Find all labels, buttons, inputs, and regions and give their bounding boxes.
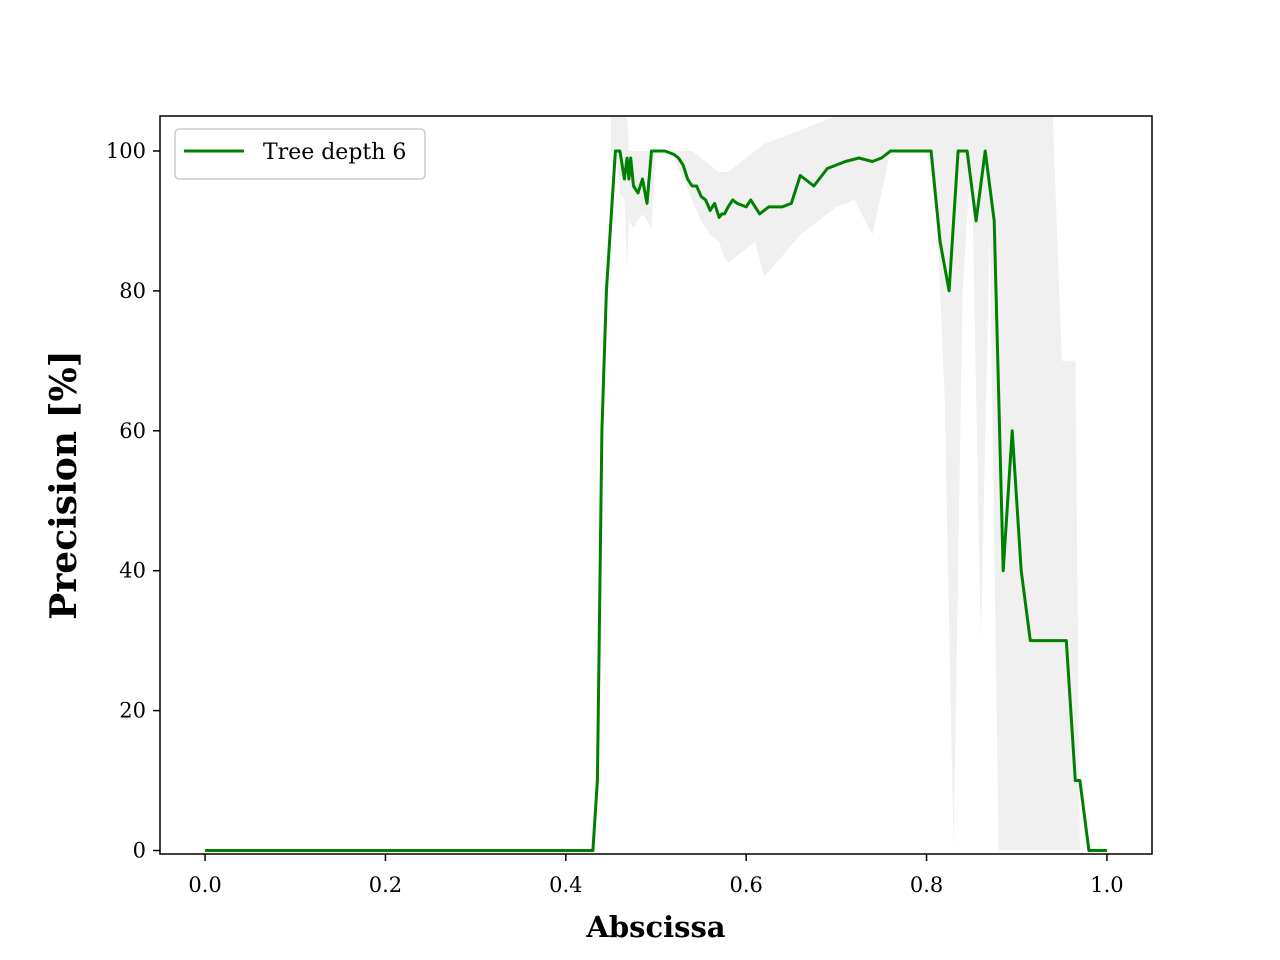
x-tick-label: 0.2 <box>369 873 402 897</box>
y-tick-label: 40 <box>119 559 146 583</box>
x-tick-label: 1.0 <box>1090 873 1123 897</box>
band-layer <box>592 116 1107 851</box>
y-tick-label: 100 <box>106 139 146 163</box>
y-tick-label: 60 <box>119 419 146 443</box>
confidence-band <box>592 116 1107 851</box>
plot-frame <box>159 115 1153 855</box>
y-ticks: 0 20 40 60 80 100 <box>106 139 160 863</box>
x-axis-label: Abscissa <box>585 910 725 944</box>
legend-label: Tree depth 6 <box>263 140 406 165</box>
x-tick-label: 0.0 <box>188 873 221 897</box>
y-tick-label: 80 <box>119 279 146 303</box>
x-tick-label: 0.6 <box>729 873 762 897</box>
legend: Tree depth 6 <box>174 128 426 180</box>
legend-box <box>174 128 426 180</box>
series-layer <box>205 149 1107 852</box>
series-line <box>205 149 1107 852</box>
y-axis-label: Precision [%] <box>43 350 85 619</box>
x-tick-label: 0.8 <box>910 873 943 897</box>
y-tick-label: 20 <box>119 699 146 723</box>
y-tick-label: 0 <box>133 839 146 863</box>
x-ticks: 0.0 0.2 0.4 0.6 0.8 1.0 <box>188 854 1124 897</box>
x-tick-label: 0.4 <box>549 873 582 897</box>
